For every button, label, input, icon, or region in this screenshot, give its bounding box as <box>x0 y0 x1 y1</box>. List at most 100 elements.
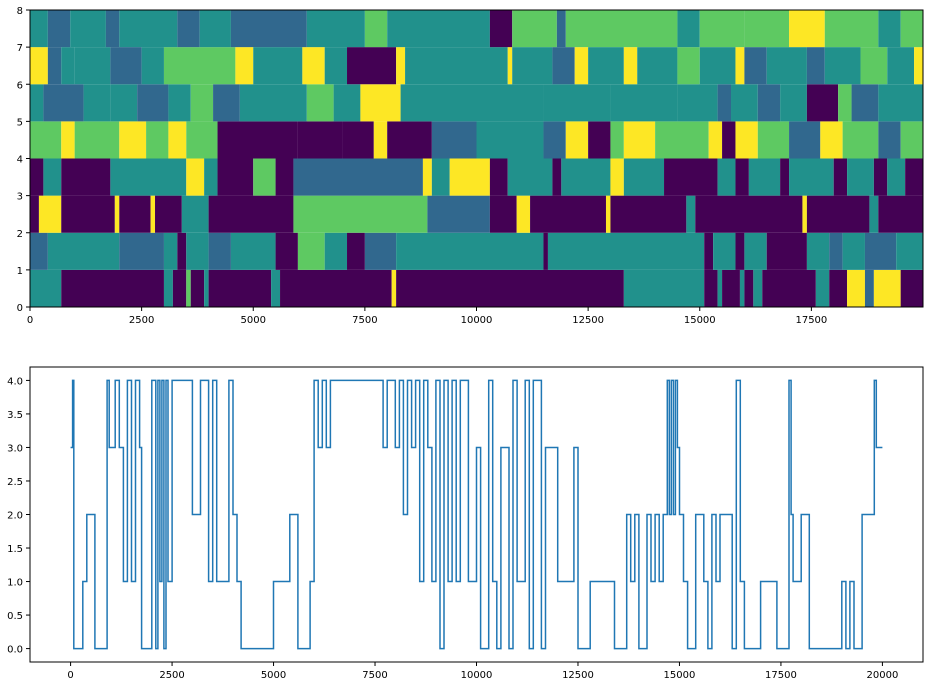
heatmap-cell <box>789 10 825 48</box>
heatmap-cell <box>230 232 276 270</box>
heatmap-cell <box>896 232 923 270</box>
line-x-tick-label: 0 <box>67 670 73 681</box>
heatmap-cell <box>838 84 852 122</box>
heatmap-cell <box>900 121 923 159</box>
heatmap-y-axis: 0 1 2 3 4 5 6 7 8 <box>17 6 30 314</box>
heatmap-cell <box>360 84 401 122</box>
heatmap-cell <box>744 10 790 48</box>
heatmap-cell <box>324 232 348 270</box>
heatmap-cell <box>722 269 740 307</box>
heatmap-cell <box>422 158 432 196</box>
heatmap-cell <box>806 47 825 85</box>
heatmap-cell <box>708 121 723 159</box>
heatmap-cell <box>387 10 490 48</box>
heatmap-cell <box>806 84 839 122</box>
heatmap-cell <box>230 10 307 48</box>
heatmap-cell <box>713 232 736 270</box>
heatmap-cell <box>900 269 923 307</box>
heatmap-cell <box>47 47 62 85</box>
heatmap-x-tick-label: 10000 <box>461 315 493 326</box>
heatmap-cell <box>543 232 548 270</box>
heatmap-cell <box>547 232 705 270</box>
heatmap-cell <box>476 121 544 159</box>
heatmap-cell <box>842 121 879 159</box>
heatmap-cell <box>686 195 696 233</box>
heatmap-cell <box>177 232 187 270</box>
heatmap-cell <box>623 47 638 85</box>
heatmap-cell <box>396 269 624 307</box>
heatmap-cell <box>186 269 191 307</box>
line-y-tick-label: 0.5 <box>7 611 23 622</box>
heatmap-cell <box>43 84 84 122</box>
heatmap-cell <box>878 195 923 233</box>
heatmap-cell <box>878 121 901 159</box>
heatmap-cell <box>217 158 254 196</box>
heatmap-cell <box>168 84 191 122</box>
heatmap-cell <box>860 47 888 85</box>
heatmap-cell <box>864 269 874 307</box>
heatmap-cell <box>543 84 611 122</box>
heatmap-cell <box>61 269 164 307</box>
heatmap-cell <box>887 158 906 196</box>
heatmap-cell <box>47 232 120 270</box>
heatmap-y-tick-label: 3 <box>17 192 23 203</box>
heatmap-cell <box>806 232 830 270</box>
line-y-tick-label: 3.5 <box>7 410 23 421</box>
line-chart: 0 2500 5000 7500 10000 12500 15000 17500 20000 0… <box>7 366 924 681</box>
heatmap-cell <box>735 47 745 85</box>
heatmap-cell <box>677 10 700 48</box>
heatmap-cell <box>186 232 209 270</box>
heatmap-cell <box>677 84 718 122</box>
heatmap-cell <box>204 269 209 307</box>
heatmap-cell <box>489 10 513 48</box>
heatmap-cell <box>110 158 187 196</box>
heatmap-cell <box>146 121 169 159</box>
heatmap-cell <box>744 47 767 85</box>
heatmap-cell <box>119 195 151 233</box>
heatmap-cell <box>213 84 240 122</box>
heatmap-cell <box>30 195 39 233</box>
line-y-tick-label: 1.0 <box>7 578 23 589</box>
heatmap-cell <box>30 84 44 122</box>
heatmap-cell <box>163 47 236 85</box>
heatmap-cell <box>507 47 513 85</box>
line-x-tick-label: 20000 <box>867 670 899 681</box>
heatmap-cell <box>588 47 624 85</box>
heatmap-cell <box>208 232 231 270</box>
heatmap-cell <box>70 10 106 48</box>
heatmap-x-tick-label: 0 <box>27 315 33 326</box>
heatmap-cell <box>324 47 348 85</box>
heatmap-cell <box>83 84 111 122</box>
heatmap-cell <box>347 232 365 270</box>
heatmap-cell <box>789 121 821 159</box>
heatmap-cell <box>208 269 272 307</box>
heatmap-x-axis: 0 2500 5000 7500 10000 12500 15000 17500 <box>27 307 827 326</box>
heatmap-cell <box>364 232 397 270</box>
heatmap-cell <box>873 158 888 196</box>
heatmap-cell <box>556 10 566 48</box>
heatmap-cell <box>677 47 700 85</box>
heatmap-cell <box>610 121 624 159</box>
heatmap-cell <box>239 84 307 122</box>
heatmap-cell <box>762 269 816 307</box>
heatmap-cell <box>141 47 164 85</box>
heatmap-x-tick-label: 12500 <box>572 315 604 326</box>
line-y-tick-label: 2.0 <box>7 511 23 522</box>
heatmap-cell <box>704 269 718 307</box>
heatmap-y-tick-label: 4 <box>17 155 23 166</box>
heatmap-cell <box>396 47 406 85</box>
heatmap-cell <box>802 195 807 233</box>
line-y-tick-label: 4.0 <box>7 376 23 387</box>
heatmap-cell <box>516 195 531 233</box>
heatmap-cell <box>869 195 879 233</box>
heatmap-cell <box>610 195 687 233</box>
heatmap-cell <box>824 47 861 85</box>
heatmap-cell <box>610 84 678 122</box>
heatmap-cell <box>396 232 544 270</box>
heatmap-cell <box>552 158 562 196</box>
heatmap-cell <box>302 47 325 85</box>
heatmap-cell <box>735 121 758 159</box>
heatmap-cell <box>30 158 44 196</box>
heatmap-cell <box>829 232 843 270</box>
heatmap-cell <box>387 121 432 159</box>
